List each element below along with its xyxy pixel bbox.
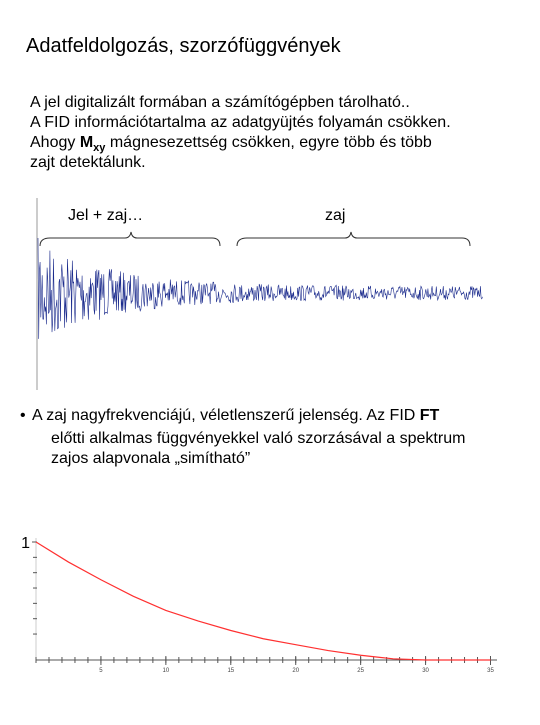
brace — [39, 231, 221, 247]
bullet-line: A zaj nagyfrekvenciájú, véletlenszerű je… — [32, 407, 440, 424]
y-tick-label: 1 — [21, 535, 30, 552]
x-tick-label: 25 — [357, 668, 364, 674]
bullet-line: zajos alapvonala „simítható” — [51, 450, 250, 467]
text: Ahogy — [30, 134, 80, 151]
chart: 5 10 15 20 25 30 35 1 — [21, 535, 497, 674]
x-tick-label: 15 — [227, 668, 234, 674]
line-series — [35, 541, 491, 661]
text: M — [80, 134, 93, 151]
intro-line: zajt detektálunk. — [30, 154, 146, 171]
bullet-line: előtti alkalmas függvényekkel való szorz… — [51, 430, 465, 447]
figure-label: Jel + zaj… — [68, 207, 143, 224]
x-tick-label: 10 — [163, 668, 170, 674]
x-tick-label: 30 — [422, 668, 429, 674]
text: mágnesezettség csökken, egyre több és tö… — [105, 134, 432, 151]
subscript: xy — [93, 142, 106, 154]
figure-label: zaj — [325, 207, 345, 224]
title: Adatfeldolgozás, szorzófüggvények — [26, 35, 342, 57]
intro-line: Ahogy Mxy mágnesezettség csökken, egyre … — [30, 134, 432, 154]
text: A zaj nagyfrekvenciájú, véletlenszerű je… — [32, 407, 420, 424]
intro-line: A jel digitalizált formában a számítógép… — [30, 94, 410, 111]
intro-line: A FID információtartalma az adatgyüjtés … — [30, 114, 451, 131]
fid-trace — [37, 237, 483, 339]
x-tick-label: 20 — [292, 668, 299, 674]
bullet-marker: • — [20, 407, 26, 424]
x-tick-label: 35 — [487, 668, 494, 674]
fid-signal — [37, 237, 483, 339]
brace — [236, 231, 471, 247]
x-tick-label: 5 — [99, 668, 103, 674]
text: FT — [420, 407, 440, 424]
